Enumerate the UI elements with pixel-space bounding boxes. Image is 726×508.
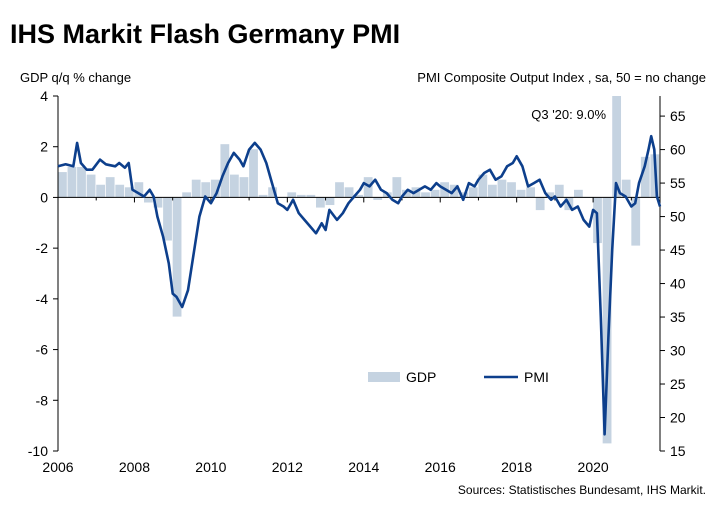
gdp-bar — [335, 182, 344, 198]
left-tick-label: 2 — [40, 139, 48, 155]
gdp-bar — [182, 192, 192, 198]
gdp-bars — [58, 96, 660, 444]
left-tick-label: -10 — [28, 443, 48, 459]
left-tick-label: -6 — [36, 342, 49, 358]
gdp-bar — [172, 197, 182, 317]
gdp-bar — [507, 182, 516, 198]
left-axis-label: GDP q/q % change — [20, 70, 131, 85]
gdp-bar — [621, 179, 631, 198]
right-tick-label: 45 — [670, 242, 686, 258]
legend: GDP PMI — [368, 369, 549, 385]
gdp-bar — [306, 194, 316, 198]
x-tick-label: 2014 — [348, 459, 379, 475]
gdp-bar — [325, 197, 335, 206]
legend-gdp-swatch — [368, 372, 400, 382]
x-tick-label: 2016 — [425, 459, 456, 475]
x-tick-label: 2020 — [578, 459, 609, 475]
gdp-bar — [554, 184, 564, 198]
gdp-bar — [96, 184, 106, 198]
gdp-bar — [86, 174, 96, 198]
chart-title: IHS Markit Flash Germany PMI — [10, 19, 400, 49]
gdp-bar — [640, 156, 650, 198]
gdp-bar — [602, 197, 612, 444]
left-tick-label: 4 — [40, 88, 48, 104]
gdp-bar — [287, 192, 297, 198]
source-note: Sources: Statistisches Bundesamt, IHS Ma… — [458, 483, 706, 497]
gdp-bar — [478, 174, 488, 198]
gdp-bar — [488, 184, 497, 198]
gdp-bar — [153, 197, 163, 208]
left-tick-label: -4 — [36, 291, 49, 307]
gdp-bar — [631, 197, 641, 246]
gdp-bar — [373, 197, 383, 200]
gdp-bar — [67, 167, 77, 198]
gdp-bar — [316, 197, 325, 208]
x-tick-label: 2018 — [501, 459, 532, 475]
gdp-bar — [230, 174, 239, 198]
pmi-series-line — [57, 134, 662, 436]
left-tick-label: -2 — [36, 240, 49, 256]
gdp-bar — [545, 192, 555, 198]
right-tick-label: 35 — [670, 309, 686, 325]
gdp-bar — [402, 189, 411, 198]
gdp-bar — [392, 177, 402, 198]
gdp-bar — [516, 189, 526, 198]
legend-pmi-label: PMI — [524, 369, 549, 385]
gdp-bar — [77, 167, 86, 198]
right-tick-label: 20 — [670, 410, 686, 426]
gdp-bar — [239, 177, 249, 198]
gdp-bar — [574, 189, 583, 198]
gdp-bar — [268, 187, 278, 198]
axes: 420-2-4-6-8-1065605550454035302520152006… — [28, 88, 686, 475]
x-tick-label: 2012 — [272, 459, 303, 475]
gdp-bar — [344, 187, 354, 198]
gdp-bar — [526, 187, 536, 198]
right-tick-label: 60 — [670, 142, 686, 158]
gdp-bar — [115, 184, 125, 198]
gdp-bar — [354, 194, 364, 198]
gdp-bar — [430, 189, 440, 198]
gdp-bar — [612, 96, 622, 198]
gdp-bar — [210, 179, 220, 198]
gdp-bar — [124, 187, 134, 198]
gdp-bar — [201, 182, 211, 198]
gdp-bar — [497, 179, 507, 198]
right-tick-label: 55 — [670, 175, 686, 191]
legend-gdp-label: GDP — [406, 369, 436, 385]
x-tick-label: 2008 — [119, 459, 150, 475]
gdp-bar — [363, 177, 373, 198]
gdp-bar — [468, 187, 478, 198]
right-tick-label: 25 — [670, 376, 686, 392]
right-tick-label: 15 — [670, 443, 686, 459]
gdp-bar — [249, 149, 258, 198]
gdp-bar — [535, 197, 545, 211]
right-axis-label: PMI Composite Output Index , sa, 50 = no… — [417, 70, 706, 85]
right-tick-label: 65 — [670, 108, 686, 124]
gdp-bar — [144, 197, 153, 203]
right-tick-label: 40 — [670, 276, 686, 292]
gdp-bar — [258, 194, 268, 198]
annotation-label: Q3 '20: 9.0% — [531, 107, 606, 122]
gdp-bar — [134, 182, 144, 198]
gdp-bar — [163, 197, 172, 241]
gdp-bar — [191, 179, 201, 198]
gdp-bar — [296, 194, 306, 198]
left-tick-label: 0 — [40, 189, 48, 205]
x-tick-label: 2006 — [42, 459, 73, 475]
right-tick-label: 50 — [670, 209, 686, 225]
gdp-bar — [421, 192, 430, 198]
right-tick-label: 30 — [670, 343, 686, 359]
x-tick-label: 2010 — [195, 459, 226, 475]
gdp-bar — [58, 172, 67, 198]
gdp-bar — [105, 177, 115, 198]
left-tick-label: -8 — [36, 392, 49, 408]
